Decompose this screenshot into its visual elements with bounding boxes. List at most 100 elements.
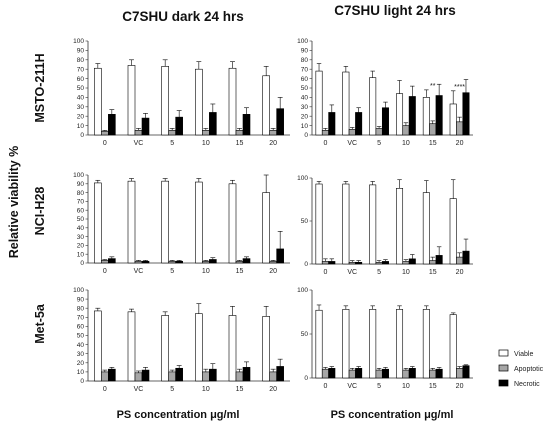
x-tick-label-10: 10 [402, 269, 410, 276]
bar-apoptotic-15 [429, 123, 437, 136]
y-tick-label: 0 [304, 375, 308, 382]
y-tick-label: 90 [301, 48, 309, 55]
bar-apoptotic-10 [402, 369, 410, 379]
bar-apoptotic-15 [235, 371, 244, 382]
row-label-nci-h28: NCI-H28 [33, 187, 47, 236]
panel-msto-211h-dark: 0 10 20 30 40 50 60 70 80 90 100 0 VC 5 10 15 20 [73, 38, 290, 147]
y-tick-label: 70 [77, 66, 85, 73]
bar-apoptotic-5 [375, 261, 383, 265]
bar-apoptotic-5 [375, 369, 383, 379]
y-tick-label: 10 [77, 123, 85, 130]
bar-viable-0 [94, 67, 102, 136]
y-tick-label: 10 [77, 251, 85, 258]
y-tick-label: 70 [77, 315, 85, 322]
x-tick-label-10: 10 [202, 140, 210, 147]
bar-necrotic-15 [435, 95, 443, 136]
y-tick-label: 50 [77, 216, 85, 223]
y-tick-label: 100 [73, 38, 84, 45]
x-tick-label-0: 0 [323, 269, 327, 276]
bar-apoptotic-0 [101, 130, 109, 136]
x-tick-label-20: 20 [456, 140, 464, 147]
y-tick-label: 80 [77, 305, 85, 312]
y-tick-label: 80 [77, 190, 85, 197]
bar-apoptotic-5 [168, 260, 176, 264]
bar-apoptotic-vc [134, 260, 143, 264]
bar-viable-vc [127, 65, 136, 136]
x-tick-label-5: 5 [170, 268, 174, 275]
bar-necrotic-10 [408, 258, 416, 265]
bar-apoptotic-0 [321, 261, 329, 265]
x-tick-label-5: 5 [377, 140, 381, 147]
bar-viable-20 [262, 75, 270, 136]
bar-viable-20 [449, 103, 457, 136]
bar-apoptotic-0 [321, 130, 329, 136]
bar-viable-vc [342, 183, 350, 265]
bar-necrotic-vc [141, 369, 150, 382]
bar-apoptotic-0 [321, 368, 329, 379]
y-tick-label: 60 [301, 76, 309, 83]
bar-apoptotic-10 [202, 130, 210, 136]
y-tick-label: 0 [304, 261, 308, 268]
y-tick-label: 10 [301, 123, 309, 130]
x-tick-label-vc: VC [134, 140, 144, 147]
bar-viable-20 [449, 314, 457, 379]
x-tick-label-15: 15 [236, 140, 244, 147]
bar-viable-15 [422, 192, 430, 265]
x-tick-label-5: 5 [377, 269, 381, 276]
bar-necrotic-10 [408, 96, 416, 136]
bar-necrotic-0 [328, 368, 336, 379]
bar-apoptotic-10 [202, 260, 210, 264]
y-tick-label: 80 [301, 57, 309, 64]
panel-met-5a-dark: 0 10 20 30 40 50 60 70 80 90 100 0 VC 5 10 15 20 [73, 287, 290, 393]
bar-necrotic-0 [108, 368, 116, 382]
y-tick-label: 100 [297, 175, 308, 182]
legend: Viable Apoptotic Necrotic [498, 349, 544, 388]
x-tick-label-10: 10 [202, 386, 210, 393]
bar-apoptotic-15 [429, 260, 437, 265]
x-axis-label-light: PS concentration μg/ml [331, 409, 454, 421]
bar-necrotic-vc [141, 260, 150, 264]
bar-apoptotic-20 [456, 256, 464, 265]
y-tick-label: 0 [80, 132, 84, 139]
bar-necrotic-10 [209, 112, 217, 136]
bar-apoptotic-5 [375, 128, 383, 136]
y-tick-label: 20 [77, 243, 85, 250]
bar-necrotic-20 [462, 365, 470, 379]
x-tick-label-15: 15 [429, 140, 437, 147]
column-title-light: C7SHU light 24 hrs [334, 3, 456, 18]
bar-necrotic-5 [381, 107, 389, 136]
y-tick-label: 90 [77, 181, 85, 188]
y-tick-label: 50 [301, 218, 309, 225]
x-tick-label-0: 0 [323, 383, 327, 390]
y-tick-label: 80 [77, 57, 85, 64]
bar-necrotic-20 [462, 250, 470, 265]
x-tick-label-20: 20 [269, 140, 277, 147]
bar-viable-5 [369, 184, 377, 265]
bar-viable-15 [228, 67, 237, 136]
significance-label-15: ** [430, 83, 436, 90]
bar-viable-5 [161, 180, 169, 264]
bar-necrotic-0 [108, 114, 116, 136]
bar-viable-20 [449, 198, 457, 265]
y-tick-label: 30 [77, 351, 85, 358]
x-tick-label-vc: VC [134, 268, 144, 275]
bar-viable-10 [396, 309, 404, 379]
panel-met-5a-light: 0 50 100 0 VC 5 10 15 20 [297, 287, 473, 390]
column-title-dark: C7SHU dark 24 hrs [122, 9, 244, 24]
bar-viable-15 [422, 309, 430, 379]
bar-viable-0 [94, 182, 102, 264]
bar-viable-10 [396, 93, 404, 136]
bar-necrotic-20 [276, 248, 284, 264]
y-tick-label: 100 [297, 287, 308, 294]
y-tick-label: 30 [77, 234, 85, 241]
y-tick-label: 50 [301, 85, 309, 92]
y-tick-label: 0 [80, 378, 84, 385]
y-tick-label: 10 [77, 369, 85, 376]
x-tick-label-vc: VC [134, 386, 144, 393]
x-tick-label-20: 20 [269, 268, 277, 275]
bar-viable-5 [161, 315, 169, 382]
x-tick-label-15: 15 [236, 386, 244, 393]
x-tick-label-10: 10 [202, 268, 210, 275]
y-tick-label: 60 [77, 76, 85, 83]
